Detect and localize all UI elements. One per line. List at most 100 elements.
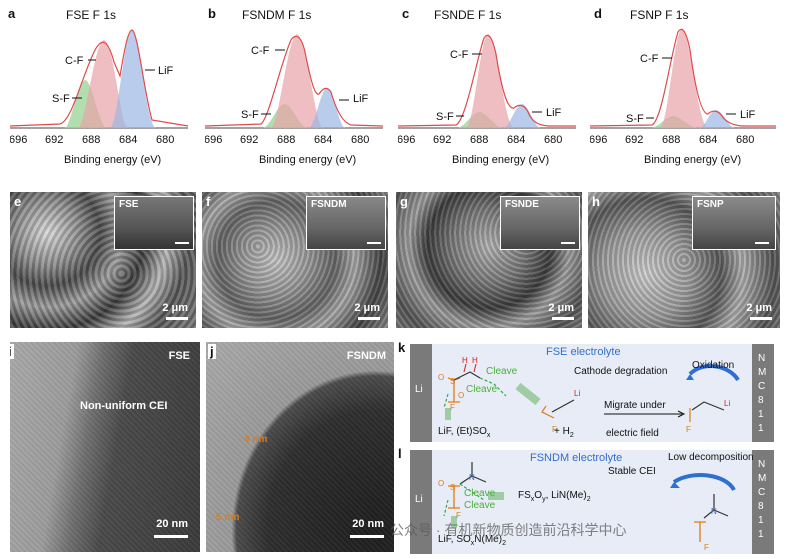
svg-text:684: 684 — [699, 134, 717, 146]
stable-cei: Stable CEI — [608, 466, 656, 477]
peak-label-sf: S-F — [52, 93, 70, 105]
svg-text:O: O — [458, 391, 464, 400]
svg-text:LiF: LiF — [353, 93, 369, 105]
thickness-annotation: 4 nm — [244, 434, 268, 445]
tick-684: 684 — [119, 134, 137, 146]
scale-bar — [166, 317, 188, 320]
svg-text:680: 680 — [544, 134, 562, 146]
thickness-annotation: 5 nm — [216, 512, 240, 523]
inset-label: FSNDM — [311, 199, 347, 210]
migrate-label: Migrate under — [604, 400, 666, 411]
peak-label-lif: LiF — [158, 65, 174, 77]
svg-text:Li: Li — [724, 399, 730, 408]
svg-text:688: 688 — [277, 134, 295, 146]
scheme-title: FSNDM electrolyte — [530, 452, 623, 464]
svg-text:680: 680 — [736, 134, 754, 146]
svg-text:LiF: LiF — [740, 109, 756, 121]
panel-letter: b — [208, 6, 216, 21]
inset-label: FSNDE — [505, 199, 539, 210]
svg-text:H: H — [472, 356, 478, 365]
scheme-l-bg — [432, 450, 752, 554]
xps-title: FSNP F 1s — [630, 8, 689, 22]
x-axis-label: Binding energy (eV) — [64, 154, 161, 166]
panel-letter: c — [402, 6, 410, 21]
svg-text:692: 692 — [433, 134, 451, 146]
tem-image-i: i FSE Non-uniform CEI 20 nm — [10, 342, 200, 552]
fsxoy-text: FSxOy, LiN(Me)2 — [518, 490, 591, 503]
tick-692: 692 — [45, 134, 63, 146]
svg-text:Binding energy (eV): Binding energy (eV) — [452, 154, 549, 166]
sem-image-f: f FSNDM 2 μm — [202, 192, 388, 328]
panel-letter: g — [400, 194, 408, 209]
svg-text:LiF: LiF — [546, 107, 562, 119]
svg-text:S-F: S-F — [241, 109, 259, 121]
sem-image-h: h FSNP 2 μm — [588, 192, 780, 328]
scheme-k-molecules: H H S O O F Li F F Li — [438, 356, 740, 434]
svg-text:S-F: S-F — [436, 111, 454, 123]
svg-text:Li: Li — [574, 389, 580, 398]
scale-label: 20 nm — [352, 518, 384, 530]
svg-text:C-F: C-F — [450, 49, 469, 61]
svg-text:S: S — [450, 377, 455, 386]
tem-image-j: j FSNDM 4 nm 5 nm 20 nm — [206, 342, 394, 552]
oxidation-label: Oxidation — [692, 360, 735, 371]
h2-text: + H2 — [554, 426, 574, 439]
lif-text: LiF, SOxN(Me)2 — [438, 534, 506, 547]
cleave-label: Cleave — [486, 366, 518, 377]
svg-text:688: 688 — [662, 134, 680, 146]
svg-text:F: F — [704, 543, 709, 552]
panel-letter: k — [398, 340, 406, 355]
svg-text:S: S — [450, 483, 455, 492]
svg-text:692: 692 — [625, 134, 643, 146]
panel-letter: f — [206, 194, 211, 209]
inset-label: FSNP — [697, 199, 724, 210]
panel-letter: l — [398, 446, 402, 461]
panel-letter: i — [10, 344, 14, 359]
scheme-l-molecules: N S O F N F — [438, 462, 736, 552]
xps-title: FSE F 1s — [66, 8, 117, 22]
sem-image-e: e FSE 2 μm — [10, 192, 196, 328]
scale-bar — [154, 535, 188, 538]
svg-text:692: 692 — [240, 134, 258, 146]
inset-label: FSE — [119, 199, 139, 210]
svg-text:684: 684 — [507, 134, 525, 146]
li-bar: Li — [410, 344, 432, 442]
svg-text:F: F — [450, 403, 455, 412]
svg-text:Binding energy (eV): Binding energy (eV) — [644, 154, 741, 166]
scale-label: 2 μm — [162, 302, 188, 314]
scale-label: 2 μm — [746, 302, 772, 314]
watermark: 公众号 · 有机新物质创造前沿科学中心 — [390, 522, 627, 538]
svg-text:696: 696 — [205, 134, 222, 146]
svg-text:C-F: C-F — [640, 53, 659, 65]
cleave-label: Cleave — [464, 500, 496, 511]
xps-plot-c: 696 692 688 684 680 Binding energy (eV) … — [398, 34, 576, 166]
svg-text:680: 680 — [351, 134, 369, 146]
svg-text:F: F — [552, 425, 557, 434]
migrate-label-2: electric field — [606, 428, 659, 439]
li-bar: Li — [410, 450, 432, 554]
cleave-label: Cleave — [466, 384, 498, 395]
product-text: LiF, (Et)SOx — [438, 426, 491, 439]
svg-text:N: N — [711, 507, 717, 516]
xps-plot-a: 696 692 688 684 680 Binding energy (eV) … — [10, 29, 189, 166]
xps-plot-b: 696 692 688 684 680 Binding energy (eV) … — [205, 34, 384, 166]
tick-688: 688 — [82, 134, 100, 146]
cleave-label: Cleave — [464, 488, 496, 499]
panel-letter: h — [592, 194, 600, 209]
svg-text:C-F: C-F — [251, 45, 270, 57]
sem-inset: FSNDM — [306, 196, 386, 250]
xps-plot-d: 696 692 688 684 680 Binding energy (eV) … — [590, 28, 776, 166]
scale-label: 2 μm — [354, 302, 380, 314]
svg-text:N: N — [469, 473, 475, 482]
low-decomposition: Low decomposition — [668, 452, 754, 463]
peak-label-cf: C-F — [65, 55, 84, 67]
scale-bar — [358, 317, 380, 320]
sem-inset: FSE — [114, 196, 194, 250]
scale-label: 20 nm — [156, 518, 188, 530]
sem-inset: FSNP — [692, 196, 776, 250]
svg-text:688: 688 — [470, 134, 488, 146]
scale-bar — [552, 317, 574, 320]
li-label: Li — [415, 384, 423, 395]
